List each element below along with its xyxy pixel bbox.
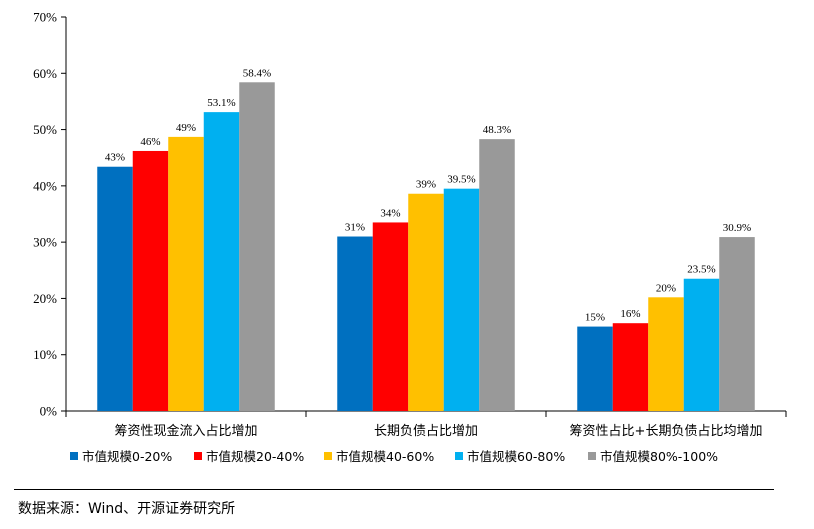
bar <box>97 166 133 411</box>
bar-data-label: 15% <box>585 312 605 324</box>
y-tick-label: 40% <box>33 178 57 193</box>
legend-label: 市值规模0-20% <box>82 449 172 464</box>
bar-data-label: 30.9% <box>723 222 751 234</box>
bar-data-label: 48.3% <box>483 124 511 136</box>
bar <box>443 188 480 411</box>
x-category-label: 长期负债占比增加 <box>374 424 478 439</box>
chart-axes: 0% 10% 20% 30% 40% 50% 60% 70% 筹资性现金流入占比增加 长期负债占比… <box>33 10 787 439</box>
bar-data-label: 16% <box>620 308 640 320</box>
source-note: 数据来源：Wind、开源证券研究所 <box>18 501 236 517</box>
bar-data-label: 23.5% <box>687 264 715 276</box>
chart-legend: 市值规模0-20% 市值规模20-40% 市值规模40-60% 市值规模60-80% 市… <box>70 449 718 464</box>
bar <box>683 278 720 411</box>
bar <box>168 136 204 412</box>
bar-data-label: 39% <box>416 179 436 191</box>
bar <box>372 222 409 411</box>
bar <box>337 236 373 411</box>
bar-data-label: 43% <box>105 152 125 164</box>
bar <box>612 323 649 411</box>
bar-data-label: 53.1% <box>207 97 235 109</box>
source-divider <box>14 489 774 490</box>
legend-swatch <box>455 452 463 460</box>
x-category-label: 筹资性现金流入占比增加 <box>114 423 257 439</box>
bar-data-label: 46% <box>140 136 160 148</box>
bar-data-label: 39.5% <box>447 174 475 186</box>
y-tick-label: 70% <box>33 10 57 25</box>
bar <box>648 297 684 411</box>
legend-label: 市值规模80%-100% <box>600 449 718 464</box>
y-tick-label: 10% <box>33 347 57 362</box>
legend-label: 市值规模40-60% <box>336 449 434 464</box>
y-tick-label: 60% <box>33 66 57 81</box>
legend-swatch <box>70 452 78 460</box>
bar-data-label: 34% <box>380 207 400 219</box>
legend-swatch <box>324 452 332 460</box>
bar-data-label: 20% <box>656 282 676 294</box>
x-category-label: 筹资性占比+长期负债占比均增加 <box>570 423 763 439</box>
chart-data-labels: 43% 46% 49% 53.1% 58.4% 31% 34% 39% 39.5% 48.3% 15… <box>105 67 751 323</box>
y-tick-label: 20% <box>33 291 57 306</box>
bar-data-label: 58.4% <box>243 67 271 79</box>
legend-label: 市值规模20-40% <box>206 449 304 464</box>
legend-swatch <box>194 452 202 460</box>
y-tick-label: 0% <box>40 404 58 419</box>
bar <box>239 82 275 411</box>
chart-bars <box>97 82 755 412</box>
bar-data-label: 49% <box>176 122 196 134</box>
bar <box>577 326 613 411</box>
bar-data-label: 31% <box>345 222 365 234</box>
bar <box>479 139 515 411</box>
bar <box>203 112 240 411</box>
bar <box>132 150 169 411</box>
bar <box>408 193 444 411</box>
bar-chart: 0% 10% 20% 30% 40% 50% 60% 70% 筹资性现金流入占比增加 长期负债占比… <box>33 10 787 464</box>
y-tick-label: 30% <box>33 235 57 250</box>
bar <box>719 237 755 411</box>
legend-label: 市值规模60-80% <box>467 449 565 464</box>
legend-swatch <box>588 452 596 460</box>
y-tick-label: 50% <box>33 122 57 137</box>
